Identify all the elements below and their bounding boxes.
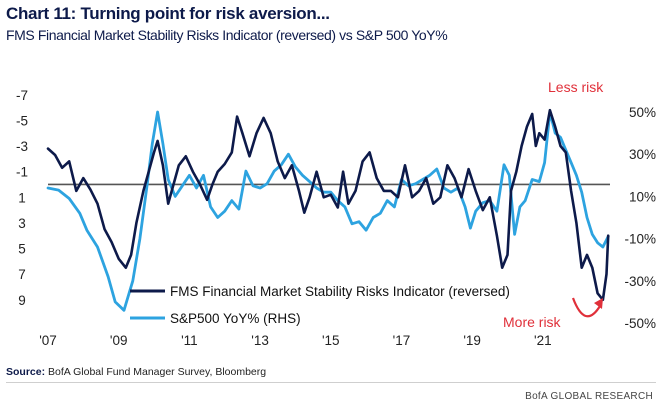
brand-label: BofA GLOBAL RESEARCH bbox=[525, 391, 653, 402]
source-text: BofA Global Fund Manager Survey, Bloombe… bbox=[48, 366, 267, 378]
series-lines bbox=[46, 108, 610, 312]
legend-label-fms: FMS Financial Market Stability Risks Ind… bbox=[170, 284, 510, 299]
legend-label-sp500: S&P500 YoY% (RHS) bbox=[170, 311, 301, 326]
x-tick-label: '15 bbox=[322, 333, 340, 348]
x-tick-label: '11 bbox=[181, 333, 198, 348]
left-tick-label: 7 bbox=[18, 267, 26, 282]
x-tick-label: '07 bbox=[39, 333, 57, 348]
annotation-less-risk: Less risk bbox=[548, 79, 604, 95]
x-tick-label: '19 bbox=[463, 333, 481, 348]
chart-title: Chart 11: Turning point for risk aversio… bbox=[6, 4, 330, 23]
left-tick-label: -7 bbox=[16, 88, 28, 103]
x-tick-label: '21 bbox=[534, 333, 552, 348]
source-note: Source: BofA Global Fund Manager Survey,… bbox=[6, 366, 266, 378]
left-tick-label: 3 bbox=[18, 216, 26, 231]
x-axis-ticks: '07 '09 '11 '13 '15 '17 '19 '21 bbox=[39, 333, 551, 348]
left-tick-label: 1 bbox=[18, 190, 26, 205]
right-tick-label: 30% bbox=[629, 147, 656, 162]
left-axis-ticks: -7 -5 -3 -1 1 3 5 7 9 bbox=[16, 88, 28, 308]
more-risk-arrowhead bbox=[594, 298, 603, 309]
source-label: Source: bbox=[6, 366, 46, 378]
right-tick-label: 10% bbox=[629, 189, 656, 204]
right-tick-label: -30% bbox=[624, 274, 656, 289]
x-tick-label: '17 bbox=[393, 333, 411, 348]
chart-subtitle: FMS Financial Market Stability Risks Ind… bbox=[6, 27, 448, 43]
right-tick-label: -10% bbox=[624, 232, 656, 247]
left-tick-label: -3 bbox=[16, 139, 28, 154]
series-line-fms bbox=[46, 108, 610, 302]
left-tick-label: -5 bbox=[16, 113, 28, 128]
annotation-more-risk: More risk bbox=[503, 314, 562, 330]
legend: FMS Financial Market Stability Risks Ind… bbox=[130, 284, 510, 326]
left-tick-label: 5 bbox=[18, 242, 26, 257]
x-tick-label: '13 bbox=[251, 333, 269, 348]
left-tick-label: -1 bbox=[16, 165, 28, 180]
right-tick-label: 50% bbox=[629, 105, 656, 120]
right-tick-label: -50% bbox=[624, 316, 656, 331]
more-risk-arrow bbox=[571, 297, 601, 318]
right-axis-ticks: 50% 30% 10% -10% -30% -50% bbox=[624, 105, 656, 331]
footer-divider bbox=[6, 382, 656, 383]
x-tick-label: '09 bbox=[110, 333, 128, 348]
series-line-sp500 bbox=[46, 110, 610, 312]
left-tick-label: 9 bbox=[18, 293, 26, 308]
